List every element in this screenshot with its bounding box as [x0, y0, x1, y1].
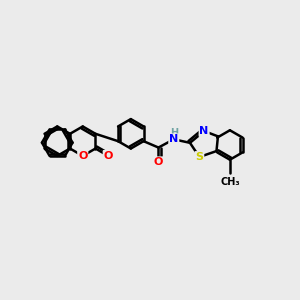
Text: O: O	[103, 151, 113, 161]
Text: N: N	[200, 126, 209, 136]
Text: CH₃: CH₃	[220, 177, 240, 188]
Text: O: O	[154, 157, 163, 167]
Text: O: O	[78, 151, 87, 161]
Text: H: H	[170, 128, 178, 138]
Text: N: N	[169, 134, 178, 144]
Text: S: S	[195, 152, 203, 162]
